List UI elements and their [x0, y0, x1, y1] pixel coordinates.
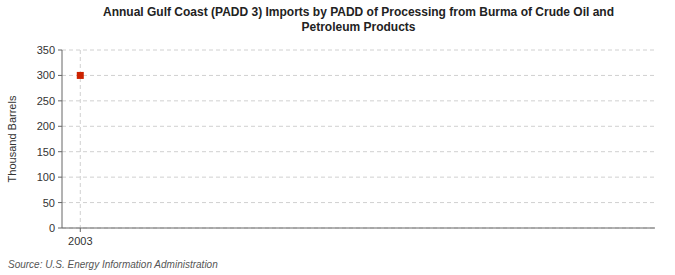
point: [77, 72, 84, 79]
y-tick-label: 250: [37, 95, 55, 107]
y-tick: [58, 202, 62, 203]
title-line: Annual Gulf Coast (PADD 3) Imports by PA…: [103, 5, 614, 19]
grid-line: [62, 100, 655, 101]
grid-line: [62, 228, 655, 229]
marks: [77, 72, 84, 79]
grid-line: [62, 202, 655, 203]
x-tick-label: 2003: [68, 235, 92, 247]
x-axis-line: [62, 228, 655, 229]
chart-container: Annual Gulf Coast (PADD 3) Imports by PA…: [0, 0, 675, 275]
grid: [62, 50, 655, 228]
y-tick-label: 200: [37, 120, 55, 132]
x-tick: [80, 228, 81, 232]
chart: Annual Gulf Coast (PADD 3) Imports by PA…: [0, 0, 675, 275]
y-tick: [58, 177, 62, 178]
title: Annual Gulf Coast (PADD 3) Imports by PA…: [103, 5, 614, 34]
source: Source: U.S. Energy Information Administ…: [8, 259, 218, 270]
y-tick-label: 350: [37, 44, 55, 56]
y-tick-label: 0: [49, 222, 55, 234]
y-tick: [58, 75, 62, 76]
y-tick: [58, 126, 62, 127]
y-tick-label: 100: [37, 171, 55, 183]
grid-line: [62, 126, 655, 127]
y-tick-label: 50: [43, 197, 55, 209]
grid-line: [62, 151, 655, 152]
y-tick: [58, 100, 62, 101]
y-axis-label: Thousand Barrels: [6, 95, 18, 182]
y-tick: [58, 228, 62, 229]
y-tick: [58, 151, 62, 152]
y-axis-line: [62, 50, 63, 228]
y-tick-label: 150: [37, 146, 55, 158]
y-tick: [58, 50, 62, 51]
grid-line: [62, 75, 655, 76]
grid-line: [62, 177, 655, 178]
title-line: Petroleum Products: [301, 20, 415, 34]
axes: 0 50 100 150 200 250 300 350 2003: [37, 44, 655, 247]
grid-line: [62, 50, 655, 51]
y-tick-label: 300: [37, 69, 55, 81]
